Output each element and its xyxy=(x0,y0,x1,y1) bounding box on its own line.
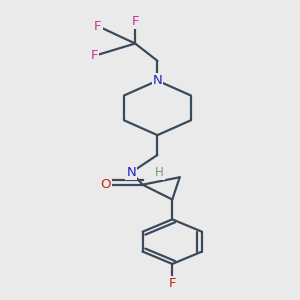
Text: H: H xyxy=(155,166,164,179)
Text: F: F xyxy=(169,277,176,290)
Text: F: F xyxy=(131,15,139,28)
Text: F: F xyxy=(91,50,98,62)
Text: N: N xyxy=(127,166,136,179)
Text: F: F xyxy=(94,20,102,33)
Text: N: N xyxy=(153,74,162,87)
Text: O: O xyxy=(100,178,111,191)
